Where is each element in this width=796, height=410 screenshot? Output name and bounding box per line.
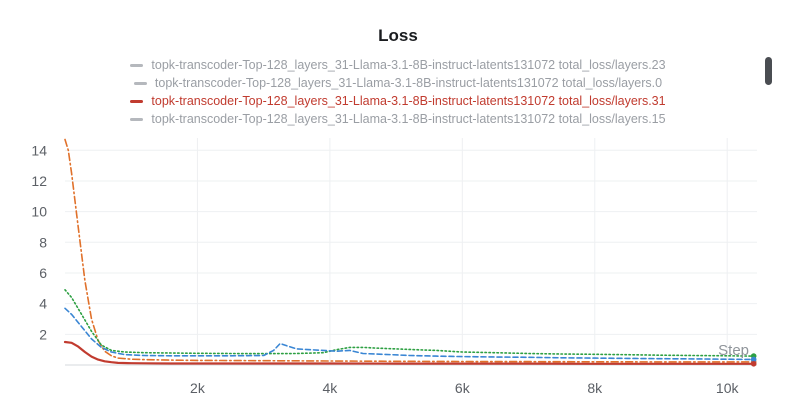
y-tick-label: 6 bbox=[39, 265, 47, 281]
legend-label: topk-transcoder-Top-128_layers_31-Llama-… bbox=[151, 94, 666, 108]
series-line bbox=[64, 138, 755, 363]
legend-label: topk-transcoder-Top-128_layers_31-Llama-… bbox=[151, 112, 666, 126]
legend-item[interactable]: topk-transcoder-Top-128_layers_31-Llama-… bbox=[0, 56, 796, 74]
y-tick-label: 14 bbox=[31, 142, 47, 158]
y-tick-label: 4 bbox=[39, 296, 47, 312]
y-tick-label: 12 bbox=[31, 173, 47, 189]
x-tick-label: 2k bbox=[190, 380, 206, 396]
legend-swatch bbox=[130, 63, 144, 67]
series-lines bbox=[63, 138, 755, 365]
x-axis-label: Step bbox=[718, 342, 749, 359]
series-end-points bbox=[750, 353, 757, 367]
series-end-point bbox=[750, 360, 757, 367]
grid bbox=[65, 138, 757, 366]
legend-scrollbar[interactable] bbox=[765, 57, 772, 85]
y-tick-label: 10 bbox=[31, 204, 47, 220]
x-tick-label: 6k bbox=[455, 380, 471, 396]
legend-swatch bbox=[130, 99, 144, 103]
legend-swatch bbox=[130, 117, 144, 121]
x-tick-label: 8k bbox=[587, 380, 603, 396]
chart-title: Loss bbox=[378, 26, 418, 45]
legend-item[interactable]: topk-transcoder-Top-128_layers_31-Llama-… bbox=[0, 74, 796, 92]
y-axis: 2 4 6 8 10 12 14 bbox=[31, 142, 47, 342]
legend-item[interactable]: topk-transcoder-Top-128_layers_31-Llama-… bbox=[0, 110, 796, 128]
series-line bbox=[64, 307, 755, 361]
series-line bbox=[63, 340, 755, 365]
x-tick-label: 10k bbox=[716, 380, 740, 396]
legend-label: topk-transcoder-Top-128_layers_31-Llama-… bbox=[154, 76, 663, 90]
legend-label: topk-transcoder-Top-128_layers_31-Llama-… bbox=[151, 58, 666, 72]
legend-item[interactable]: topk-transcoder-Top-128_layers_31-Llama-… bbox=[0, 92, 796, 110]
x-axis: 2k 4k 6k 8k 10k bbox=[190, 380, 739, 396]
legend-swatch bbox=[133, 81, 147, 85]
series-end-point bbox=[750, 356, 757, 363]
y-tick-label: 2 bbox=[39, 326, 47, 342]
x-tick-label: 4k bbox=[322, 380, 338, 396]
legend: topk-transcoder-Top-128_layers_31-Llama-… bbox=[0, 56, 796, 128]
series-line bbox=[64, 288, 755, 357]
y-tick-label: 8 bbox=[39, 234, 47, 250]
